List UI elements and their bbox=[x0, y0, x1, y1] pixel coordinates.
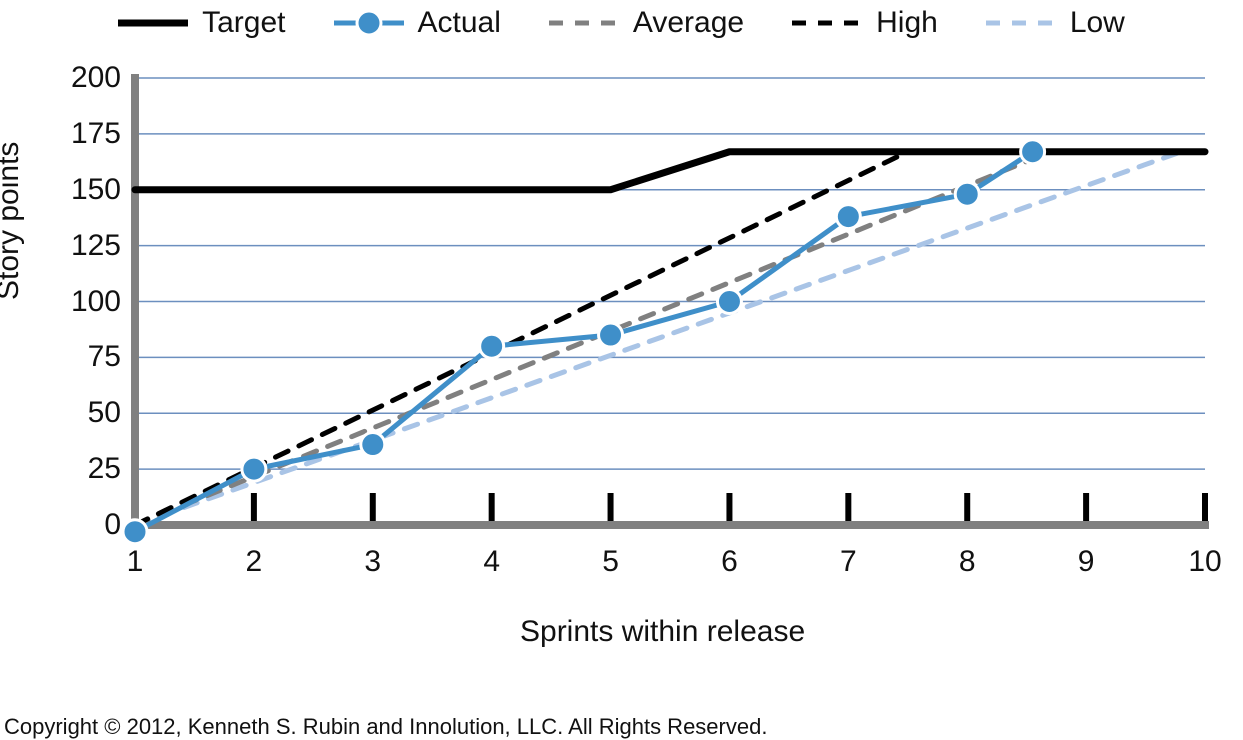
x-tick-label: 8 bbox=[959, 545, 976, 579]
y-tick-label: 75 bbox=[88, 340, 121, 374]
y-tick-label: 200 bbox=[71, 61, 121, 95]
y-tick-label: 25 bbox=[88, 452, 121, 486]
y-tick-label: 50 bbox=[88, 396, 121, 430]
x-tick-label: 6 bbox=[721, 545, 738, 579]
y-tick-label: 0 bbox=[104, 508, 121, 542]
y-tick-label: 125 bbox=[71, 229, 121, 263]
x-tick-label: 1 bbox=[127, 545, 144, 579]
x-tick-label: 9 bbox=[1078, 545, 1095, 579]
y-tick-label: 175 bbox=[71, 117, 121, 151]
x-tick-label: 3 bbox=[364, 545, 381, 579]
x-tick-label: 4 bbox=[483, 545, 500, 579]
copyright-text: Copyright © 2012, Kenneth S. Rubin and I… bbox=[4, 714, 767, 740]
x-tick-label: 10 bbox=[1188, 545, 1221, 579]
x-axis-label: Sprints within release bbox=[520, 615, 805, 649]
x-tick-label: 5 bbox=[602, 545, 619, 579]
y-tick-label: 150 bbox=[71, 173, 121, 207]
x-tick-label: 2 bbox=[246, 545, 263, 579]
x-tick-label: 7 bbox=[840, 545, 857, 579]
y-tick-label: 100 bbox=[71, 285, 121, 319]
